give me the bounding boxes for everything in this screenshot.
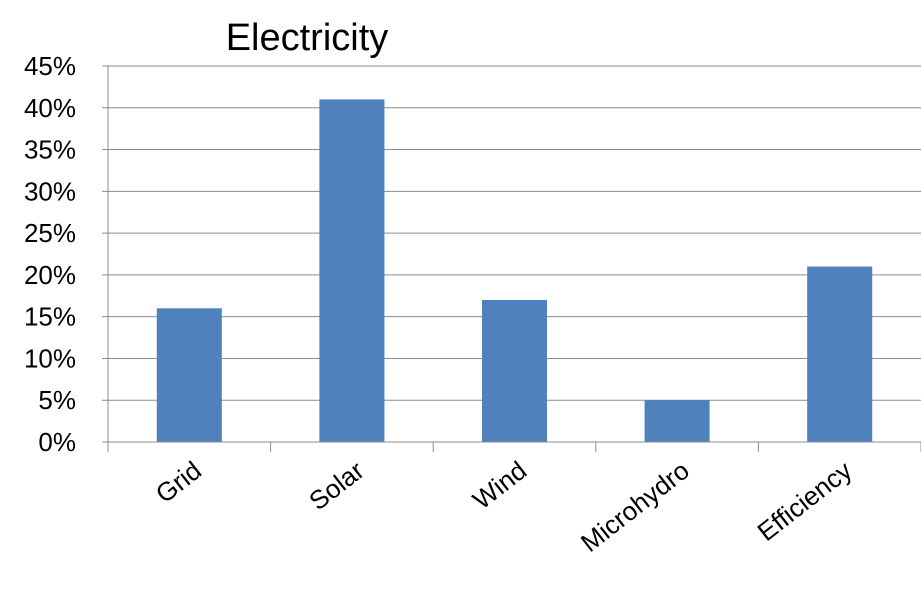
x-category-label: Efficiency [752, 455, 858, 547]
bar-efficiency [807, 266, 873, 442]
y-tick-label: 25% [24, 218, 76, 248]
bar-wind [481, 299, 548, 442]
x-category-label: Microhydro [575, 455, 695, 558]
y-tick-label: 15% [24, 302, 76, 332]
x-category-label: Wind [467, 455, 532, 515]
bar-microhydro [644, 400, 710, 442]
y-tick-label: 35% [24, 135, 76, 165]
axes [102, 66, 921, 452]
bar-grid [156, 308, 222, 442]
y-tick-label: 45% [24, 51, 76, 81]
bars [156, 99, 873, 442]
chart-title: Electricity [226, 17, 389, 59]
x-category-label: Solar [303, 455, 370, 516]
gridlines [102, 65, 921, 401]
x-category-label: Grid [150, 455, 207, 509]
y-tick-label: 5% [38, 385, 76, 415]
y-tick-label: 0% [38, 427, 76, 457]
bar-solar [319, 99, 385, 442]
y-tick-label: 40% [24, 93, 76, 123]
y-tick-label: 10% [24, 343, 76, 373]
y-tick-label: 20% [24, 260, 76, 290]
y-axis-tick-labels: 0% 5% 10% 15% 20% 25% 30% 35% 40% 45% [24, 51, 76, 457]
y-tick-label: 30% [24, 176, 76, 206]
x-axis-category-labels: Grid Solar Wind Microhydro Efficiency [150, 455, 858, 558]
